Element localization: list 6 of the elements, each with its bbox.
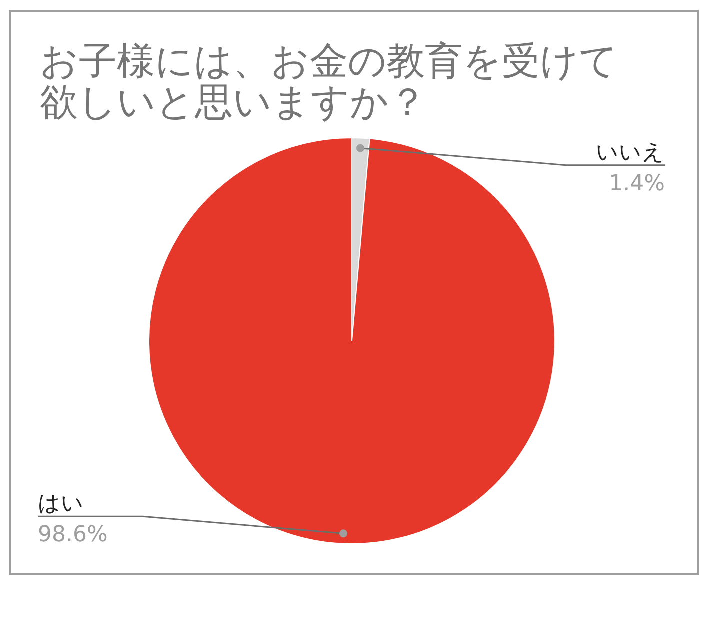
chart-title: お子様には、お金の教育を受けて欲しいと思いますか？: [40, 39, 618, 124]
data-label: 1.4%: [609, 171, 665, 196]
pie-slice: [148, 138, 556, 544]
slice-label: はい: [38, 492, 84, 517]
data-label: 98.6%: [38, 522, 108, 548]
slice-label: いいえ: [596, 140, 665, 166]
